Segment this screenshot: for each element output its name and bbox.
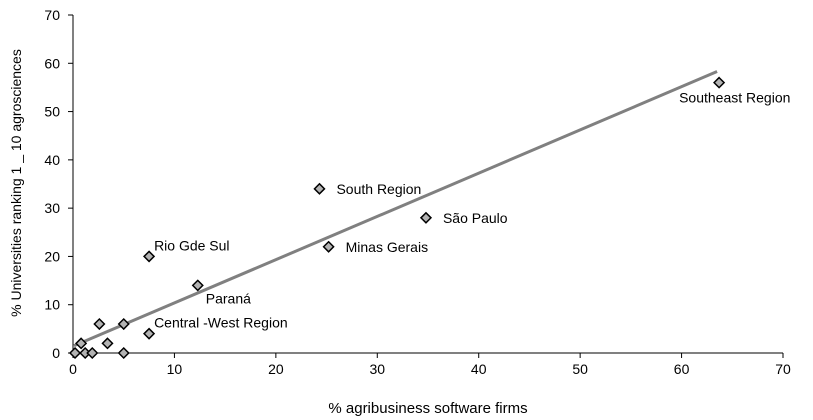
y-tick-label: 10: [44, 297, 60, 313]
y-tick-label: 60: [44, 55, 60, 71]
data-points: [68, 76, 726, 360]
axes: [72, 15, 783, 354]
x-tick-label: 60: [674, 361, 690, 377]
data-point: [191, 279, 204, 292]
y-tick-label: 50: [44, 104, 60, 120]
trendline: [73, 70, 718, 348]
y-tick-label: 30: [44, 200, 60, 216]
x-tick-label: 0: [69, 361, 77, 377]
data-point: [143, 327, 156, 340]
x-tick-label: 70: [775, 361, 791, 377]
x-tick-label: 10: [167, 361, 183, 377]
data-point: [86, 346, 99, 360]
data-point: [93, 317, 106, 331]
data-point: [143, 250, 156, 263]
data-point: [419, 211, 433, 224]
x-axis-label: % agribusiness software firms: [328, 400, 527, 417]
x-tick-label: 30: [369, 361, 385, 377]
y-axis-label: % Universities ranking 1 _ 10 agroscienc…: [8, 49, 24, 317]
y-tick-label: 40: [44, 152, 60, 168]
y-tick-label: 20: [44, 248, 60, 264]
point-label: Southeast Region: [679, 90, 790, 106]
point-labels: Southeast Region South Region São Paulo Min…: [154, 90, 790, 331]
data-point: [117, 346, 130, 360]
data-point: [75, 337, 88, 350]
data-point: [713, 76, 726, 89]
x-tick-label: 40: [471, 361, 487, 377]
point-label: São Paulo: [443, 210, 508, 226]
x-tick-label: 50: [572, 361, 588, 377]
point-label: South Region: [336, 181, 421, 197]
y-tick-label: 0: [52, 345, 60, 361]
x-tick-label: 20: [268, 361, 284, 377]
data-point: [68, 346, 82, 360]
data-point: [322, 240, 335, 253]
y-ticks: 0 10 20 30 40 50 60 70: [44, 7, 73, 361]
point-label: Minas Gerais: [346, 239, 428, 255]
data-point: [101, 337, 114, 350]
point-label: Paraná: [206, 290, 251, 306]
point-label: Rio Gde Sul: [154, 237, 229, 253]
y-tick-label: 70: [44, 7, 60, 23]
data-point: [313, 182, 326, 195]
data-point: [117, 317, 130, 331]
x-ticks: 0 10 20 30 40 50 60 70: [69, 353, 791, 377]
point-label: Central -West Region: [154, 315, 288, 331]
